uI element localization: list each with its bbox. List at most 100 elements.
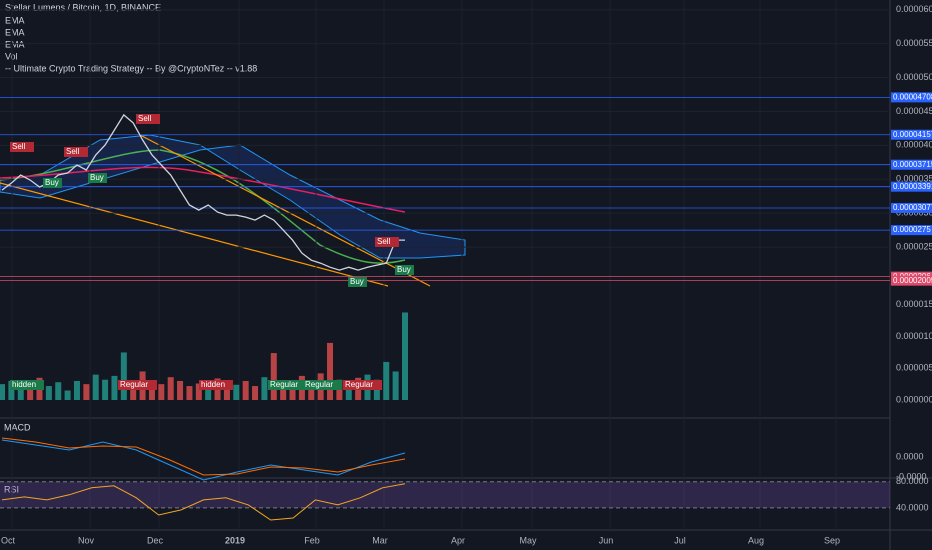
- indicator-label: EMA: [5, 27, 25, 37]
- macd-tick-label: 0.0000: [896, 451, 924, 461]
- y-tick-label: 0.00004500: [896, 106, 932, 116]
- volume-bar: [27, 388, 34, 400]
- signal-badge: [43, 178, 62, 188]
- volume-bar: [64, 390, 71, 400]
- volume-bar: [83, 384, 90, 400]
- volume-tick-label: 0.00001500: [896, 299, 932, 309]
- volume-tick-label: 0.00001000: [896, 331, 932, 341]
- level-label-bg: [891, 159, 932, 170]
- signal-badge: [375, 237, 399, 247]
- ema-line: [0, 149, 406, 264]
- level-label: 0.0000275: [893, 225, 931, 234]
- signal-badge: [10, 142, 34, 152]
- signal-badge: [395, 265, 414, 275]
- x-tick-label: Oct: [1, 535, 16, 545]
- trend-line: [139, 134, 431, 287]
- signal-badge: [303, 380, 342, 390]
- volume-bar: [242, 380, 249, 400]
- macd-line: [1, 437, 406, 476]
- volume-bar: [392, 371, 399, 400]
- x-tick-label: Nov: [78, 535, 95, 545]
- level-label: 0.00003391: [893, 182, 932, 191]
- volume-bar: [111, 375, 118, 400]
- level-label-bg: [891, 202, 932, 213]
- volume-tick-label: 0.00000000: [896, 394, 932, 404]
- macd-title: MACD: [4, 422, 31, 432]
- x-tick-label: May: [519, 535, 537, 545]
- level-label: 0.00003715: [893, 160, 932, 169]
- y-tick-label: 0.00005000: [896, 72, 932, 82]
- signal-badge: [199, 380, 233, 390]
- volume-bar: [261, 377, 268, 400]
- volume-bar: [308, 383, 315, 400]
- volume-bar: [92, 374, 99, 400]
- level-label-bg: [891, 275, 932, 286]
- x-tick-label: Aug: [748, 535, 764, 545]
- signal-badge: [88, 173, 107, 183]
- volume-bar: [130, 380, 137, 400]
- signal-badge: [343, 380, 382, 390]
- signal-label: Buy: [397, 265, 411, 274]
- rsi-tick-label: 40.0000: [896, 502, 929, 512]
- signal-label: Regular: [270, 380, 298, 389]
- signal-badge: [136, 114, 160, 124]
- volume-bar: [17, 387, 24, 400]
- signal-label: Buy: [90, 173, 104, 182]
- signal-label: hidden: [12, 380, 36, 389]
- x-tick-label: Jul: [674, 535, 686, 545]
- volume-bar: [233, 384, 240, 400]
- macd-tick-label: -0.0000: [896, 471, 927, 481]
- volume-bar: [205, 387, 212, 400]
- volume-bar: [167, 377, 174, 400]
- signal-label: Sell: [12, 142, 26, 151]
- y-tick-label: 0.00005500: [896, 38, 932, 48]
- symbol-title: Stellar Lumens / Bitcoin, 1D, BINANCE: [5, 2, 161, 12]
- signal-badge: [118, 380, 157, 390]
- volume-bar: [195, 383, 202, 400]
- signal-badge: [268, 380, 307, 390]
- signal-label: Regular: [120, 380, 148, 389]
- volume-bar: [8, 380, 15, 400]
- trend-line: [0, 182, 389, 287]
- x-tick-label: Feb: [304, 535, 320, 545]
- volume-bar: [327, 342, 334, 400]
- indicator-label: EMA: [5, 39, 25, 49]
- volume-bar: [55, 382, 62, 400]
- signal-label: hidden: [201, 380, 225, 389]
- level-label-bg: [891, 92, 932, 103]
- signal-label: Regular: [345, 380, 373, 389]
- volume-bar: [120, 352, 127, 400]
- volume-bar: [402, 312, 408, 400]
- y-tick-label: 0.00002500: [896, 241, 932, 251]
- level-label-bg: [891, 225, 932, 236]
- volume-bar: [289, 384, 296, 400]
- y-tick-label: 0.00003500: [896, 174, 932, 184]
- volume-bar: [177, 380, 184, 400]
- level-label-bg: [891, 181, 932, 192]
- macd-line: [1, 439, 406, 481]
- rsi-tick-label: 80.0000: [896, 476, 929, 486]
- signal-badge: [10, 380, 44, 390]
- indicator-label: -- Ultimate Crypto Trading Strategy -- B…: [5, 63, 257, 73]
- signal-label: Regular: [305, 380, 333, 389]
- x-tick-label: Dec: [147, 535, 164, 545]
- volume-bar: [158, 384, 165, 400]
- signal-badge: [348, 277, 367, 287]
- signal-badge: [64, 147, 88, 157]
- signal-label: Sell: [138, 114, 152, 123]
- level-label: 0.00002005: [893, 276, 932, 285]
- volume-bar: [270, 353, 277, 400]
- rsi-band: [0, 481, 890, 508]
- x-tick-label: Mar: [372, 535, 388, 545]
- volume-bar: [0, 384, 5, 400]
- volume-bar: [148, 382, 155, 400]
- indicator-label: EMA: [5, 15, 25, 25]
- x-tick-label: Jun: [599, 535, 614, 545]
- y-tick-label: 0.00004000: [896, 140, 932, 150]
- signal-label: Buy: [45, 178, 59, 187]
- rsi-line: [1, 483, 406, 521]
- volume-bar: [345, 382, 352, 400]
- x-tick-label: 2019: [225, 535, 245, 545]
